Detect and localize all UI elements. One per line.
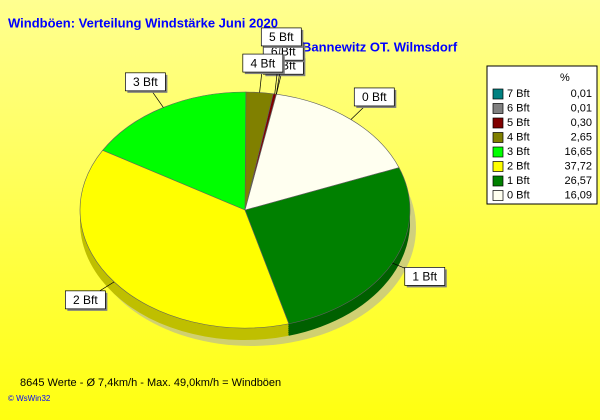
pie xyxy=(79,91,416,346)
legend-value: 2,65 xyxy=(571,131,592,143)
legend-label: 3 Bft xyxy=(507,146,530,158)
legend-value: 0,30 xyxy=(571,117,592,129)
slice xyxy=(244,167,411,325)
chart-subtitle: Bannewitz OT. Wilmsdorf xyxy=(302,39,458,54)
pie-label: 4 Bft xyxy=(242,53,285,75)
legend-label: 5 Bft xyxy=(507,117,530,129)
label-text: 2 Bft xyxy=(73,293,98,307)
label-text: 0 Bft xyxy=(362,90,387,104)
label-box xyxy=(353,87,395,107)
chart-title: Windböen: Verteilung Windstärke Juni 202… xyxy=(8,15,278,30)
label-box xyxy=(65,290,106,310)
legend-swatch xyxy=(492,117,504,129)
label-text: 4 Bft xyxy=(250,56,275,70)
credit: © WsWin32 xyxy=(8,394,51,403)
slice xyxy=(102,91,247,211)
legend-label: 4 Bft xyxy=(507,131,530,143)
footer: 8645 Werte - Ø 7,4km/h - Max. 49,0km/h =… xyxy=(20,377,281,389)
legend-swatch xyxy=(492,132,504,143)
pie-label: 0 Bft xyxy=(353,87,397,108)
legend: % 7 Bft 0,01 6 Bft 0,01 5 Bft 0,30 4 Bft 2,65 3 … xyxy=(486,65,598,205)
legend-label: 6 Bft xyxy=(507,102,530,114)
legend-swatch xyxy=(492,146,504,158)
legend-value: 0,01 xyxy=(571,88,592,100)
label-box xyxy=(125,72,166,92)
legend-label: 0 Bft xyxy=(507,189,530,201)
legend-value: 0,01 xyxy=(571,102,592,114)
label-text: 3 Bft xyxy=(133,75,158,89)
legend-label: 7 Bft xyxy=(507,88,530,100)
legend-swatch xyxy=(492,175,504,187)
legend-swatch xyxy=(492,103,504,114)
legend-swatch xyxy=(492,88,504,100)
slice xyxy=(244,93,400,211)
pie-label: 3 Bft xyxy=(125,72,168,93)
legend-value: 16,09 xyxy=(564,189,592,201)
legend-swatch xyxy=(492,161,504,172)
label-text: 1 Bft xyxy=(412,270,437,284)
legend-value: 16,65 xyxy=(564,146,592,158)
pie-label: 1 Bft xyxy=(404,267,447,288)
label-text: 5 Bft xyxy=(269,30,294,44)
label-box xyxy=(260,27,302,47)
pie-label: 2 Bft xyxy=(65,290,108,311)
legend-box xyxy=(486,65,598,205)
legend-value: 26,57 xyxy=(564,175,592,187)
label-box xyxy=(404,267,446,286)
pie-label: 5 Bft xyxy=(260,27,304,48)
label-box xyxy=(242,53,284,73)
slice xyxy=(79,149,290,329)
legend-title: % xyxy=(560,72,570,84)
legend-label: 2 Bft xyxy=(507,160,530,172)
legend-value: 37,72 xyxy=(564,160,592,172)
legend-swatch xyxy=(492,190,504,201)
legend-label: 1 Bft xyxy=(507,175,530,187)
